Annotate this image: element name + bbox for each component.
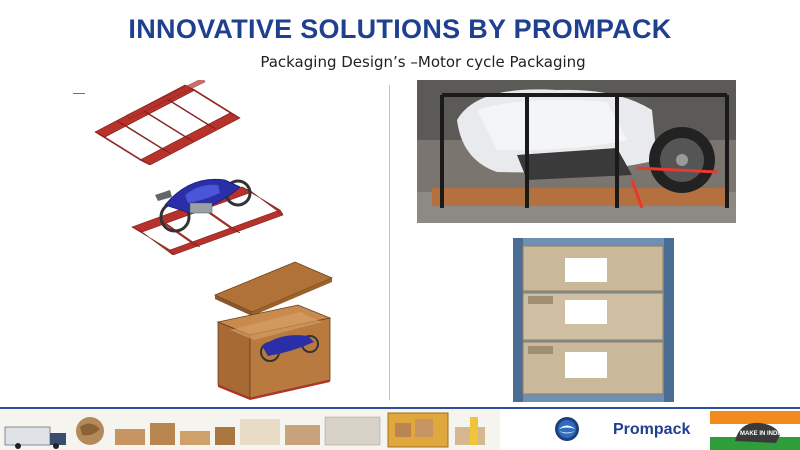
boxes-in-container-photo	[513, 238, 674, 402]
make-in-india-badge: MAKE IN INDIA	[710, 411, 800, 450]
page-subtitle: Packaging Design’s –Motor cycle Packagin…	[260, 53, 586, 71]
footer-rule	[0, 407, 800, 409]
red-frame-top-illustration	[94, 80, 241, 165]
column-divider	[389, 85, 390, 400]
decorative-dash	[73, 93, 85, 94]
wooden-crate-illustration	[213, 261, 334, 400]
logistics-montage-image	[0, 409, 500, 450]
svg-text:MAKE IN INDIA: MAKE IN INDIA	[740, 431, 784, 437]
motorcycle-on-base-illustration	[131, 178, 284, 255]
page-title: INNOVATIVE SOLUTIONS BY PROMPACK	[128, 14, 672, 44]
motorcycle-crate-photo	[417, 80, 736, 223]
brand-name: Prompack	[613, 421, 691, 438]
prompack-logo-icon	[555, 417, 579, 441]
